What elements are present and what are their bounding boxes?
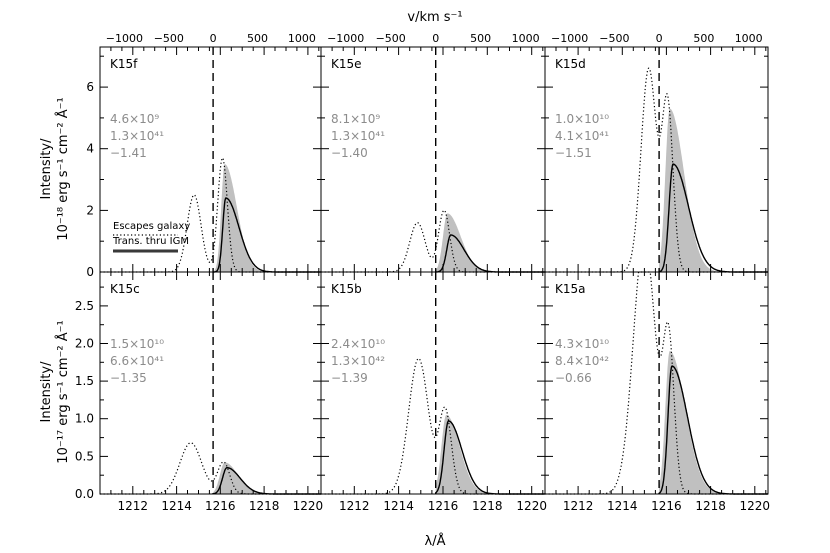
- top-tick-label: −1000: [106, 32, 143, 45]
- annotation: −1.39: [331, 371, 368, 385]
- annotation: 1.3×10⁴²: [331, 354, 385, 368]
- annotation: 1.5×10¹⁰: [110, 337, 164, 351]
- panel-k15a: 1212 1214 1216 1218 1220 K15a 4.3×10¹⁰ 8.4×10⁴²…: [544, 271, 771, 513]
- y-tick-label: 2.0: [75, 337, 94, 351]
- x-tick-label: 1212: [339, 499, 370, 513]
- top-tick-label: 500: [693, 32, 714, 45]
- annotation: 4.3×10¹⁰: [555, 337, 609, 351]
- top-tick-label: 500: [470, 32, 491, 45]
- panel-label: K15e: [331, 57, 362, 71]
- top-row-ylabel: Intensity/ 10⁻¹⁸ erg s⁻¹ cm⁻² Å⁻¹: [39, 97, 71, 240]
- y-tick-label: 2: [86, 203, 94, 217]
- annotation: −0.66: [555, 371, 592, 385]
- shaded-region: [659, 351, 768, 494]
- annotation: −1.51: [555, 146, 592, 160]
- y-tick-label: 6: [86, 80, 94, 94]
- shaded-region: [213, 462, 321, 494]
- x-tick-label: 1218: [249, 499, 280, 513]
- x-tick-label: 1220: [516, 499, 547, 513]
- top-tick-label: −1000: [327, 32, 364, 45]
- escapes-galaxy-line: [100, 157, 321, 273]
- x-tick-label: 1212: [563, 499, 594, 513]
- annotation: 1.0×10¹⁰: [555, 112, 609, 126]
- annotation: −1.40: [331, 146, 368, 160]
- panel-label: K15c: [110, 282, 140, 296]
- escapes-galaxy-line: [321, 357, 545, 495]
- top-tick-label: 0: [432, 32, 439, 45]
- shaded-region: [435, 213, 545, 272]
- top-tick-label: −500: [154, 32, 184, 45]
- bottom-row-ylabel: Intensity/ 10⁻¹⁷ erg s⁻¹ cm⁻² Å⁻¹: [39, 320, 71, 463]
- bottom-ylabel-line1: Intensity/: [39, 361, 54, 423]
- legend-trans-label: Trans. thru IGM: [112, 236, 189, 247]
- x-tick-label: 1212: [118, 499, 149, 513]
- top-tick-label: 1000: [512, 32, 540, 45]
- top-axis-title: v/km s⁻¹: [407, 10, 462, 25]
- annotation: 8.4×10⁴²: [555, 354, 609, 368]
- top-tick-label: 0: [210, 32, 217, 45]
- annotation: 1.3×10⁴¹: [110, 129, 164, 143]
- top-tick-label: 0: [656, 32, 663, 45]
- top-tick-label: 500: [247, 32, 268, 45]
- top-tick-label: −500: [599, 32, 629, 45]
- panel-k15d: −1000 −500 0 500 1000 K15d 1.0×10¹⁰ 4.1×10⁴¹ −1.…: [544, 32, 769, 273]
- y-tick-label: 0.5: [75, 449, 94, 463]
- top-tick-label: 1000: [288, 32, 316, 45]
- annotation: −1.41: [110, 146, 147, 160]
- x-tick-label: 1216: [205, 499, 236, 513]
- annotation: 2.4×10¹⁰: [331, 337, 385, 351]
- annotation: −1.35: [110, 371, 147, 385]
- top-tick-label: 1000: [735, 32, 763, 45]
- x-tick-label: 1218: [472, 499, 503, 513]
- y-tick-label: 2.5: [75, 299, 94, 313]
- x-tick-label: 1216: [651, 499, 682, 513]
- y-tick-label: 0.0: [75, 487, 94, 501]
- top-tick-label: −1000: [551, 32, 588, 45]
- y-tick-label: 0: [86, 265, 94, 279]
- panel-k15e: −1000 −500 0 500 1000 K15e 8.1×10⁹ 1.3×10⁴¹ −1.4…: [320, 32, 546, 273]
- bottom-ylabel-line2: 10⁻¹⁷ erg s⁻¹ cm⁻² Å⁻¹: [55, 320, 71, 463]
- x-tick-label: 1214: [607, 499, 638, 513]
- annotation: 4.6×10⁹: [110, 112, 159, 126]
- panel-label: K15d: [555, 57, 586, 71]
- legend-escapes-label: Escapes galaxy: [113, 221, 190, 232]
- x-tick-label: 1220: [740, 499, 771, 513]
- bottom-axis-title: λ/Å: [425, 533, 446, 549]
- legend: Escapes galaxy Trans. thru IGM: [112, 221, 190, 253]
- y-tick-label: 1.5: [75, 374, 94, 388]
- x-tick-label: 1218: [695, 499, 726, 513]
- panel-frame: [544, 271, 769, 495]
- y-tick-label: 1.0: [75, 412, 94, 426]
- panel-k15f: 0 2 4 6 −1000 −500 0 500 1000 K15f 4.6×10⁹ 1.3×10⁴¹…: [86, 32, 322, 279]
- escapes-galaxy-line: [545, 67, 768, 273]
- y-tick-label: 4: [86, 142, 94, 156]
- x-tick-label: 1216: [428, 499, 459, 513]
- annotation: 4.1×10⁴¹: [555, 129, 609, 143]
- annotation: 8.1×10⁹: [331, 112, 380, 126]
- x-tick-label: 1214: [383, 499, 414, 513]
- panel-k15b: 1212 1214 1216 1218 1220 K15b 2.4×10¹⁰ 1.3×10⁴²…: [320, 271, 547, 513]
- panel-label: K15f: [110, 57, 138, 71]
- panel-label: K15b: [331, 282, 362, 296]
- top-ylabel-line2: 10⁻¹⁸ erg s⁻¹ cm⁻² Å⁻¹: [55, 97, 71, 240]
- top-ylabel-line1: Intensity/: [39, 138, 54, 200]
- panel-label: K15a: [555, 282, 586, 296]
- x-tick-label: 1220: [293, 499, 324, 513]
- shaded-region: [659, 108, 768, 272]
- panel-k15c: 1212 1214 1216 1218 1220 0.0 0.5 1.0 1.5 2.0 2.5 K1…: [75, 271, 324, 513]
- escapes-galaxy-line: [321, 209, 545, 273]
- annotation: 1.3×10⁴¹: [331, 129, 385, 143]
- shaded-region: [213, 164, 321, 272]
- shaded-region: [435, 415, 545, 494]
- top-tick-label: −500: [376, 32, 406, 45]
- annotation: 6.6×10⁴¹: [110, 354, 164, 368]
- x-tick-label: 1214: [161, 499, 192, 513]
